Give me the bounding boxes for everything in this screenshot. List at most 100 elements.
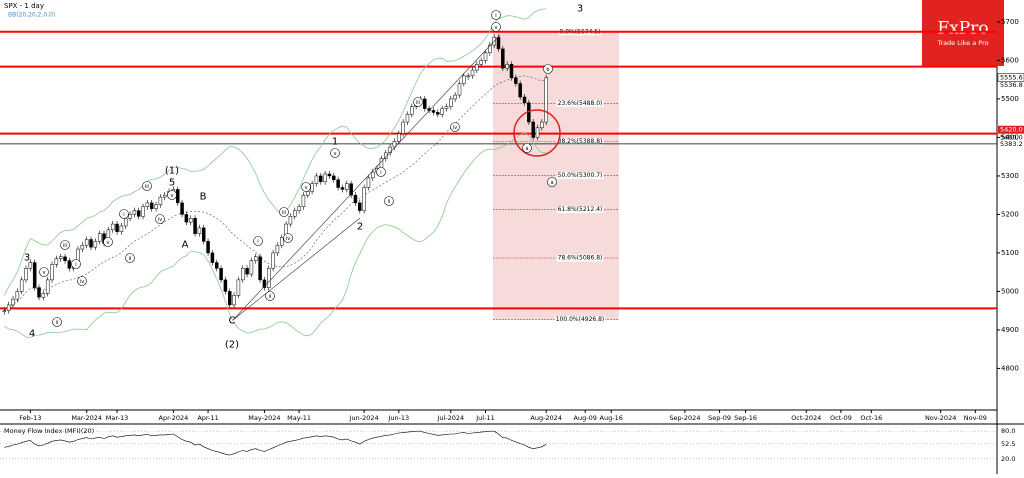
- candle: [405, 114, 410, 123]
- candle: [319, 175, 323, 182]
- mfi-line: [4, 430, 547, 456]
- candle: [240, 268, 245, 281]
- wave-label: v: [495, 25, 498, 31]
- wave-label: v: [334, 151, 337, 157]
- wave-label: i: [123, 212, 124, 218]
- candle: [254, 256, 258, 261]
- wave-circle: [119, 209, 129, 219]
- wave-circle: [301, 182, 311, 192]
- wave-label: ii: [388, 199, 391, 205]
- candle: [514, 77, 518, 84]
- candle: [280, 237, 284, 246]
- candle: [54, 258, 59, 265]
- wave-circle: [376, 167, 386, 177]
- candle: [93, 241, 98, 248]
- trend-line: [232, 34, 501, 321]
- candle: [423, 98, 427, 109]
- wave-circle: [39, 267, 49, 277]
- wave-label: v: [107, 240, 110, 246]
- candle: [262, 279, 267, 288]
- x-tick-label: Jun-2024: [349, 414, 379, 422]
- candle: [267, 268, 271, 288]
- candle: [149, 202, 154, 209]
- logo-tagline: Trade Like a Pro: [936, 39, 988, 47]
- candle: [483, 52, 488, 61]
- candle: [444, 106, 449, 109]
- y-tick-label: 4900: [1001, 326, 1019, 334]
- candle: [479, 60, 483, 65]
- wave-circle: [547, 177, 557, 187]
- wave-circle: [167, 190, 177, 200]
- candle: [32, 262, 37, 288]
- candle: [496, 37, 501, 50]
- candle: [358, 202, 362, 211]
- candle: [219, 268, 223, 281]
- wave-label: 4: [29, 329, 35, 340]
- candle: [401, 121, 405, 134]
- candle: [249, 260, 254, 275]
- candle: [332, 175, 336, 181]
- y-tick-label: 5000: [1001, 287, 1019, 295]
- wave-label: a: [525, 146, 528, 152]
- trend-line: [232, 217, 361, 321]
- candle: [353, 194, 358, 204]
- candle: [366, 177, 371, 188]
- candle: [457, 83, 462, 96]
- wave-circle: [103, 237, 113, 247]
- wave-label: iii: [145, 184, 149, 190]
- candle: [327, 173, 332, 177]
- candle: [535, 127, 540, 138]
- wave-label: ii: [269, 294, 272, 300]
- candle: [197, 227, 202, 234]
- candle: [123, 218, 128, 227]
- wave-label: 5: [169, 178, 175, 189]
- x-tick-label: Sep-09: [708, 414, 731, 422]
- candle: [462, 75, 466, 84]
- wave-label: i: [380, 170, 381, 176]
- fib-label: 100.0%(4926.8): [556, 316, 605, 323]
- price-marker-label: 5555.6: [1000, 74, 1023, 82]
- candle: [141, 206, 145, 217]
- wave-label: i: [75, 262, 76, 268]
- candle: [2, 310, 7, 312]
- wave-circle: [60, 240, 70, 250]
- candle: [136, 210, 141, 217]
- candle: [271, 252, 275, 269]
- wave-circle: [155, 214, 165, 224]
- candle: [193, 218, 197, 234]
- fib-label-bg: [556, 206, 604, 214]
- wave-circle: [142, 181, 152, 191]
- x-tick-label: Aug-2024: [530, 414, 562, 422]
- candle: [397, 133, 401, 142]
- candle: [6, 304, 11, 311]
- candle: [184, 214, 189, 223]
- wave-circle: [491, 10, 501, 20]
- candle: [154, 204, 158, 209]
- x-tick-label: Jun-13: [387, 414, 409, 422]
- candle: [453, 94, 457, 100]
- wave-label: (1): [165, 166, 179, 177]
- candle: [518, 83, 522, 98]
- logo-brand: FxPro: [937, 19, 988, 39]
- mfi-tick-label: 52.5: [1001, 440, 1015, 448]
- candle: [15, 291, 20, 300]
- price-marker-label: 5536.8: [1000, 81, 1023, 89]
- price-marker-box: [998, 125, 1024, 134]
- candle: [258, 256, 262, 281]
- logo-box: [922, 0, 1004, 66]
- y-tick-label: 5500: [1001, 95, 1019, 103]
- candle: [132, 210, 137, 215]
- x-tick-label: Nov-09: [964, 414, 987, 422]
- candle: [188, 218, 193, 223]
- x-tick-label: Sep-16: [734, 414, 757, 422]
- candle: [371, 171, 375, 179]
- x-tick-label: Aug-16: [600, 414, 623, 422]
- wave-label: 1: [332, 137, 338, 148]
- wave-label: iv: [158, 217, 162, 223]
- candle: [505, 64, 509, 69]
- wave-label: iii: [416, 100, 420, 106]
- candle: [509, 64, 514, 79]
- candle: [210, 252, 215, 263]
- candle: [145, 202, 150, 207]
- fib-label-bg: [556, 138, 604, 146]
